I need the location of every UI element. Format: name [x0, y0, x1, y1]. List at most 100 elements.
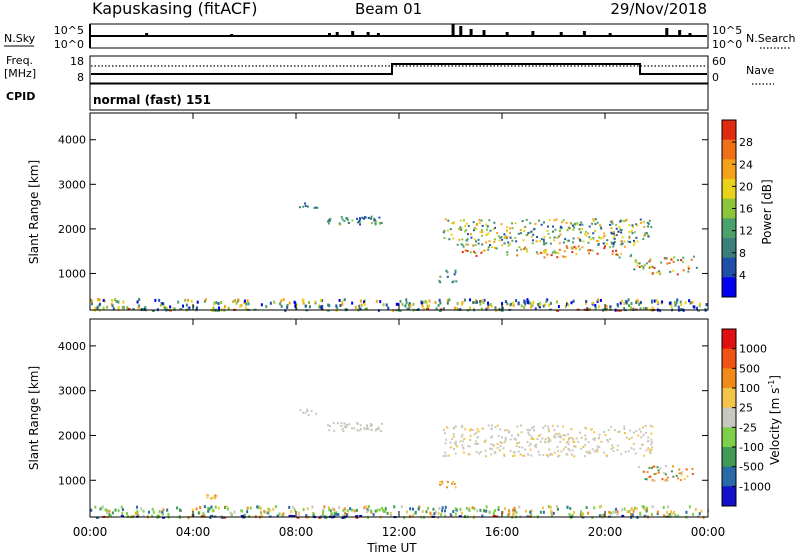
velocity-echo-point [604, 433, 607, 436]
velocity-echo-point [649, 475, 652, 478]
velocity-echo-point [496, 446, 499, 449]
velocity-echo-point [439, 483, 442, 486]
power-echo-point [597, 243, 600, 246]
velocity-echo-point [462, 447, 465, 450]
power-echo-point [327, 220, 330, 223]
power-echo-point [367, 216, 370, 219]
power-echo-point [481, 243, 484, 246]
velocity-echo-point [95, 516, 99, 519]
velocity-echo-point [462, 440, 465, 443]
velocity-echo-point [278, 512, 281, 516]
velocity-echo-point [451, 482, 454, 485]
velocity-echo-point [297, 511, 300, 515]
power-echo-point [677, 305, 680, 309]
power-echo-point [461, 251, 464, 254]
power-echo-point [373, 219, 376, 222]
power-echo-point [570, 246, 573, 249]
power-echo-point [561, 221, 564, 224]
power-echo-point [604, 308, 608, 311]
power-echo-point [459, 226, 462, 229]
power-echo-point [286, 305, 289, 309]
power-echo-point [195, 306, 198, 310]
power-echo-point [591, 222, 594, 225]
velocity-echo-point [467, 453, 470, 456]
velocity-echo-point [359, 424, 362, 427]
velocity-echo-point [272, 507, 275, 511]
velocity-echo-point [587, 511, 590, 515]
velocity-echo-point [624, 450, 627, 453]
power-y-tick-label: 4000 [58, 134, 86, 147]
power-echo-point [511, 222, 514, 225]
power-echo-point [112, 307, 115, 311]
velocity-echo-point [346, 424, 349, 427]
velocity-echo-point [297, 513, 300, 517]
power-echo-point [642, 237, 645, 240]
power-echo-point [543, 236, 546, 239]
power-echo-point [588, 236, 591, 239]
power-echo-point [343, 298, 346, 302]
power-echo-point [594, 229, 597, 232]
velocity-echo-point [226, 507, 229, 511]
power-echo-point [477, 238, 480, 241]
velocity-echo-point [304, 411, 307, 414]
power-echo-point [518, 246, 521, 249]
velocity-echo-point [377, 426, 380, 429]
power-echo-point [498, 239, 501, 242]
velocity-echo-point [559, 436, 562, 439]
velocity-echo-point [548, 430, 551, 433]
power-echo-point [639, 218, 642, 221]
power-echo-point [503, 236, 506, 239]
power-echo-point [676, 259, 679, 262]
power-echo-point [489, 229, 492, 232]
velocity-echo-point [642, 470, 645, 473]
power-echo-point [364, 307, 368, 310]
velocity-echo-point [547, 505, 550, 509]
power-echo-point [627, 240, 630, 243]
velocity-echo-point [369, 425, 372, 428]
velocity-echo-point [332, 422, 335, 425]
power-echo-point [546, 253, 549, 256]
velocity-echo-point [500, 441, 503, 444]
velocity-colorbar-frame [721, 328, 737, 507]
velocity-echo-point [512, 511, 515, 515]
velocity-echo-point [203, 514, 206, 518]
velocity-echo-point [507, 513, 510, 517]
power-echo-point [596, 239, 599, 242]
power-echo-point [464, 249, 467, 252]
velocity-echo-point [513, 451, 516, 454]
velocity-colorbar-tick-label: 1000 [739, 343, 767, 356]
velocity-echo-point [433, 512, 436, 516]
velocity-echo-point [584, 438, 587, 441]
power-echo-point [553, 250, 556, 253]
velocity-echo-point [376, 508, 379, 512]
velocity-echo-point [336, 422, 339, 425]
power-echo-point [329, 220, 332, 223]
velocity-echo-point [503, 441, 506, 444]
velocity-echo-point [631, 507, 634, 511]
velocity-echo-point [454, 507, 457, 511]
power-echo-point [681, 260, 684, 263]
power-echo-point [551, 225, 554, 228]
power-echo-point [446, 229, 449, 232]
velocity-echo-point [584, 444, 587, 447]
velocity-echo-point [674, 513, 677, 517]
power-echo-point [570, 301, 573, 305]
power-echo-point [576, 223, 579, 226]
power-echo-point [551, 230, 554, 233]
power-echo-point [462, 219, 465, 222]
power-echo-point [581, 228, 584, 231]
power-echo-point [705, 303, 708, 307]
velocity-echo-point [487, 424, 490, 427]
velocity-echo-point [276, 514, 279, 518]
power-echo-point [556, 309, 560, 312]
power-echo-point [536, 252, 539, 255]
velocity-echo-point [610, 447, 613, 450]
velocity-echo-point [571, 449, 574, 452]
velocity-echo-point [653, 465, 656, 468]
velocity-echo-point [615, 507, 618, 511]
power-echo-point [538, 305, 541, 309]
power-echo-point [348, 221, 351, 224]
velocity-echo-point [518, 446, 521, 449]
power-echo-point [618, 256, 621, 259]
velocity-echo-point [643, 454, 646, 457]
